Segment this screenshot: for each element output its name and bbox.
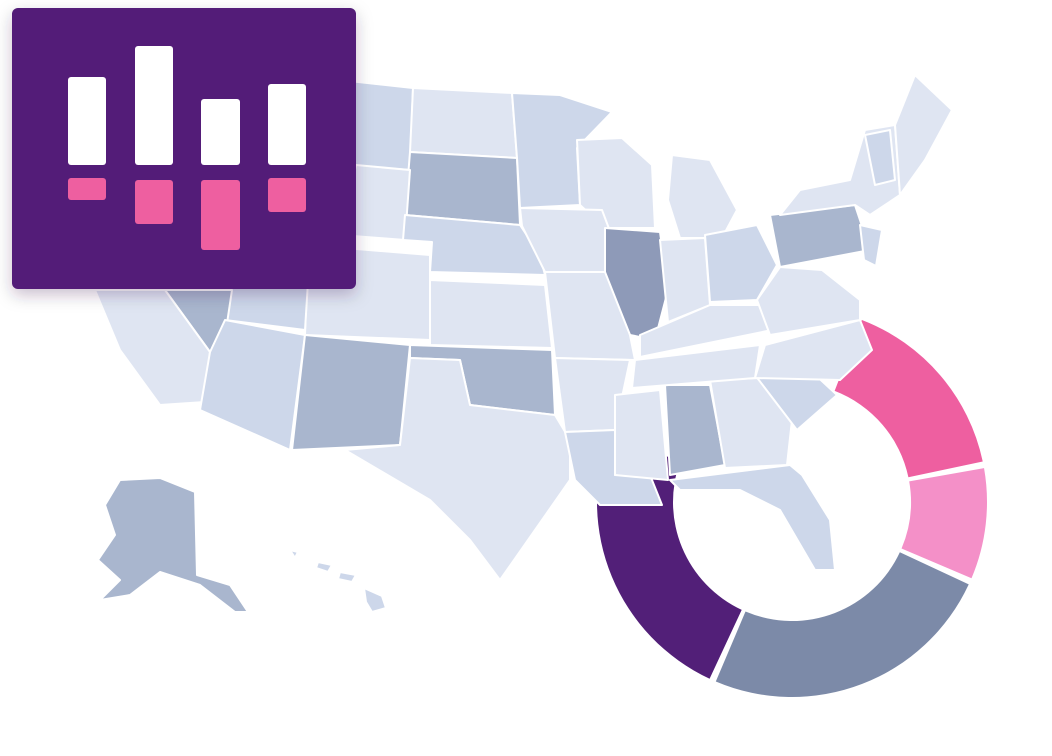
state [667,154,738,239]
donut-segment [715,552,969,698]
state [291,334,411,451]
state [337,571,357,583]
state [289,549,299,559]
state [631,344,761,389]
state [756,266,861,336]
state [315,561,333,573]
state [864,129,896,186]
state [669,464,836,571]
donut-segment [834,319,983,478]
state [409,87,518,159]
state [404,151,521,226]
donut-segment [901,468,988,579]
icon-block [68,178,106,200]
state [894,74,953,196]
icon-block [201,180,240,250]
state [344,357,571,581]
state [363,587,387,613]
state [576,137,656,229]
state [544,271,636,361]
icon-bar [268,84,306,165]
state [429,279,553,349]
state [614,389,669,481]
state [859,224,883,267]
icon-block [268,178,306,212]
us-map [94,74,953,613]
icon-block [135,180,173,224]
state [97,477,249,613]
icon-bar [135,46,173,165]
icon-bar [68,77,106,165]
app-icon-card [12,8,356,289]
icon-bar [201,99,240,165]
state [704,224,778,303]
state [199,319,306,451]
